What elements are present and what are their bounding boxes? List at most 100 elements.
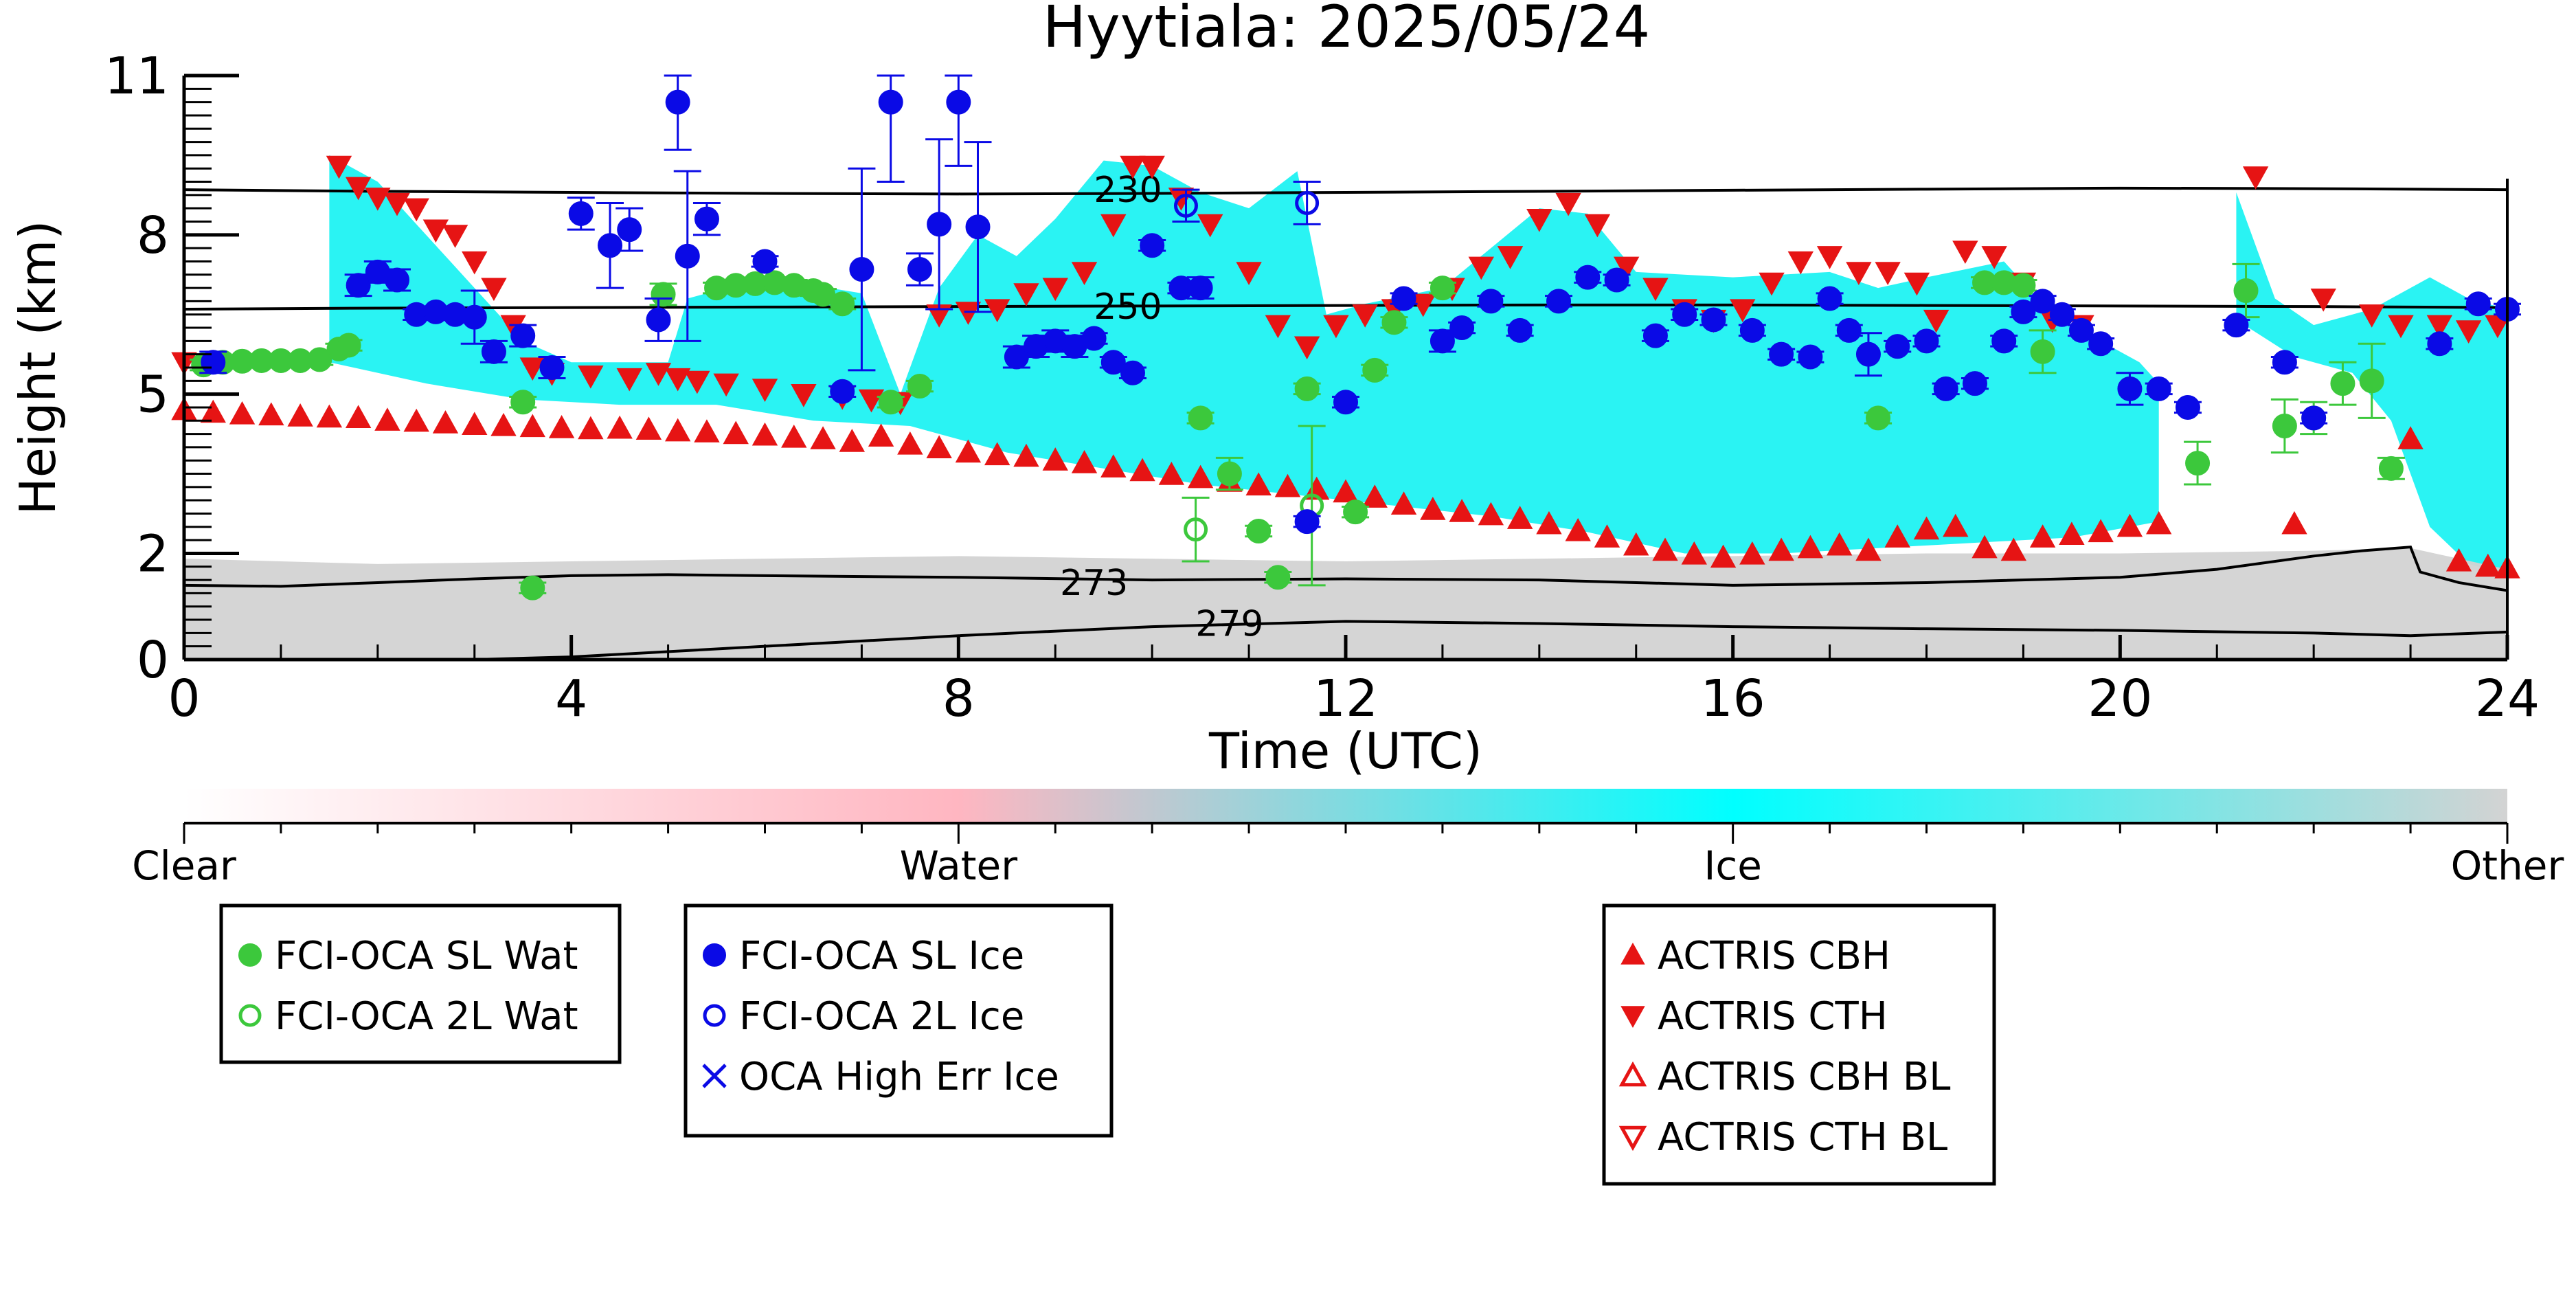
data-point bbox=[316, 404, 343, 428]
x-tick-label: 4 bbox=[555, 669, 587, 728]
data-point bbox=[229, 401, 256, 425]
data-point bbox=[1565, 517, 1591, 541]
data-point bbox=[897, 431, 923, 455]
data-point bbox=[955, 439, 982, 463]
data-point bbox=[1071, 262, 1098, 285]
data-point bbox=[1816, 246, 1843, 269]
data-point bbox=[1846, 262, 1872, 285]
data-point bbox=[1120, 360, 1145, 385]
data-point bbox=[2242, 166, 2269, 190]
data-point bbox=[984, 299, 1010, 323]
y-tick-label: 0 bbox=[137, 631, 169, 690]
data-point bbox=[675, 243, 700, 269]
data-point bbox=[651, 282, 676, 307]
data-point bbox=[1817, 286, 1842, 311]
data-point bbox=[752, 379, 778, 402]
data-point bbox=[2116, 513, 2143, 537]
data-point bbox=[664, 368, 691, 392]
data-point bbox=[2029, 524, 2056, 548]
data-point bbox=[2272, 414, 2297, 438]
data-point bbox=[2088, 331, 2114, 357]
data-point bbox=[1188, 405, 1213, 431]
data-point bbox=[2088, 519, 2114, 543]
data-point bbox=[1497, 246, 1524, 269]
data-point bbox=[1013, 283, 1039, 306]
legend-marker bbox=[1620, 942, 1645, 965]
data-point bbox=[481, 339, 506, 364]
data-point bbox=[462, 304, 487, 330]
colorbar-gradient bbox=[184, 789, 2507, 823]
data-point bbox=[1343, 499, 1368, 525]
data-point bbox=[374, 407, 400, 431]
data-point bbox=[1139, 155, 1165, 179]
contour-label-273: 273 bbox=[1060, 563, 1128, 604]
data-point bbox=[684, 370, 710, 394]
data-point bbox=[1991, 328, 2017, 354]
data-point bbox=[2030, 289, 2055, 314]
data-point bbox=[568, 201, 594, 226]
data-point bbox=[1430, 328, 1455, 354]
data-point bbox=[984, 442, 1010, 466]
legend-frame bbox=[1602, 903, 1996, 1186]
data-point bbox=[1914, 328, 1939, 354]
data-point bbox=[1140, 233, 1165, 258]
data-point bbox=[481, 278, 507, 302]
data-point bbox=[2059, 521, 2085, 546]
data-point bbox=[2475, 553, 2501, 577]
data-point bbox=[258, 402, 284, 426]
data-point bbox=[810, 426, 836, 449]
legend-label: FCI-OCA SL Wat bbox=[275, 934, 578, 978]
data-point bbox=[752, 422, 778, 446]
data-point bbox=[345, 177, 372, 201]
data-point bbox=[907, 374, 932, 399]
data-point bbox=[1362, 357, 1388, 383]
data-point bbox=[1042, 278, 1068, 302]
colorbar-label: Water bbox=[900, 842, 1018, 889]
data-point bbox=[2465, 291, 2491, 317]
data-point bbox=[645, 363, 672, 386]
data-point bbox=[1875, 262, 1901, 285]
data-point bbox=[462, 412, 488, 436]
data-point bbox=[1478, 289, 1504, 314]
legend-box-2: FCI-OCA SL Ice FCI-OCA 2L Ice OCA High Err… bbox=[683, 903, 1114, 1138]
legend-item-actris-cth-bl: ACTRIS CTH BL bbox=[1618, 1115, 1947, 1160]
data-point bbox=[646, 307, 671, 333]
data-point bbox=[1701, 307, 1726, 333]
data-point bbox=[1798, 344, 1823, 370]
data-point bbox=[2224, 313, 2249, 338]
contour-label-279: 279 bbox=[1195, 603, 1263, 644]
data-point bbox=[1391, 286, 1416, 311]
data-point bbox=[1555, 192, 1581, 216]
x-tick-label: 20 bbox=[2088, 669, 2152, 728]
data-point bbox=[2445, 548, 2472, 572]
contour-label-230: 230 bbox=[1094, 170, 1162, 211]
data-point bbox=[1768, 537, 1794, 561]
data-point bbox=[1295, 190, 1320, 215]
colorbar-label: Clear bbox=[132, 842, 236, 889]
contour-line-230 bbox=[184, 186, 2507, 196]
data-point bbox=[1584, 214, 1611, 238]
x-tick-label: 0 bbox=[168, 669, 200, 728]
cloud-mask-region-ice bbox=[329, 155, 2159, 554]
temperature-contours: 230 250 273 279 bbox=[184, 170, 2507, 660]
data-point bbox=[1129, 458, 1155, 482]
data-point bbox=[2175, 394, 2200, 420]
data-point bbox=[1546, 289, 1572, 314]
data-point bbox=[694, 419, 720, 442]
data-point bbox=[1265, 565, 1291, 590]
data-point bbox=[713, 373, 739, 397]
data-point bbox=[1478, 502, 1504, 526]
data-point bbox=[752, 249, 778, 274]
series-fci-oca-2l-wat bbox=[1182, 425, 1326, 587]
y-tick-label: 11 bbox=[104, 47, 169, 106]
x-stroke bbox=[702, 1064, 727, 1088]
data-point bbox=[578, 416, 604, 440]
contour-line-279 bbox=[184, 620, 2507, 660]
data-point bbox=[385, 267, 410, 293]
data-point bbox=[1623, 532, 1649, 556]
x-tick-label: 8 bbox=[942, 669, 975, 728]
data-point bbox=[946, 89, 971, 115]
colorbar-label: Other bbox=[2451, 842, 2564, 889]
data-point bbox=[781, 424, 807, 448]
data-point bbox=[1352, 304, 1378, 328]
